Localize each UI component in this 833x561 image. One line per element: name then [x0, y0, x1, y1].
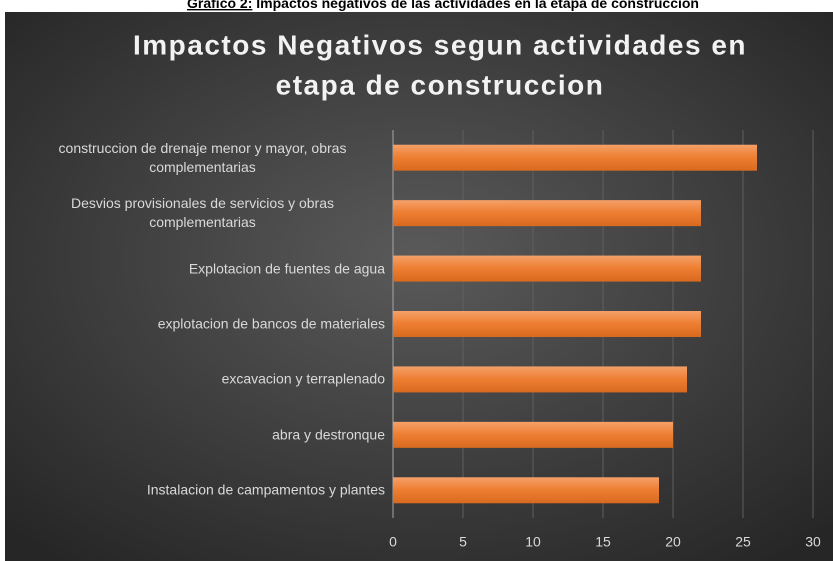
- x-tick-label: 30: [805, 534, 821, 550]
- y-tick-label: Desvios provisionales de servicios y obr…: [71, 195, 334, 231]
- bar: [393, 255, 701, 282]
- x-tick-label: 0: [389, 534, 397, 550]
- bar: [393, 366, 687, 393]
- x-tick-label: 5: [459, 534, 467, 550]
- bar: [393, 421, 673, 448]
- bar: [393, 311, 701, 337]
- chart-title: etapa de construccion: [276, 69, 605, 100]
- y-tick-label: construccion de drenaje menor y mayor, o…: [58, 139, 347, 175]
- bar: [393, 144, 757, 171]
- chart-title: Impactos Negativos segun actividades en: [133, 29, 747, 60]
- x-tick-label: 25: [735, 534, 751, 550]
- x-tick-label: 10: [525, 534, 541, 550]
- x-tick-label: 20: [665, 534, 681, 550]
- caption: Grafico 2: Impactos negativos de las act…: [187, 0, 699, 11]
- bar: [393, 477, 659, 504]
- y-tick-label: abra y destronque: [272, 426, 385, 443]
- y-tick-label: Explotacion de fuentes de agua: [188, 260, 385, 277]
- x-tick-label: 15: [595, 534, 611, 550]
- y-tick-label: Instalacion de campamentos y plantes: [146, 481, 385, 498]
- caption-text: Impactos negativos de las actividades en…: [256, 0, 699, 11]
- y-tick-label: excavacion y terraplenado: [221, 370, 385, 387]
- caption-label: Grafico 2:: [187, 0, 252, 11]
- bar: [393, 200, 701, 227]
- y-tick-label: explotacion de bancos de materiales: [157, 315, 385, 332]
- chart-background: [5, 12, 833, 561]
